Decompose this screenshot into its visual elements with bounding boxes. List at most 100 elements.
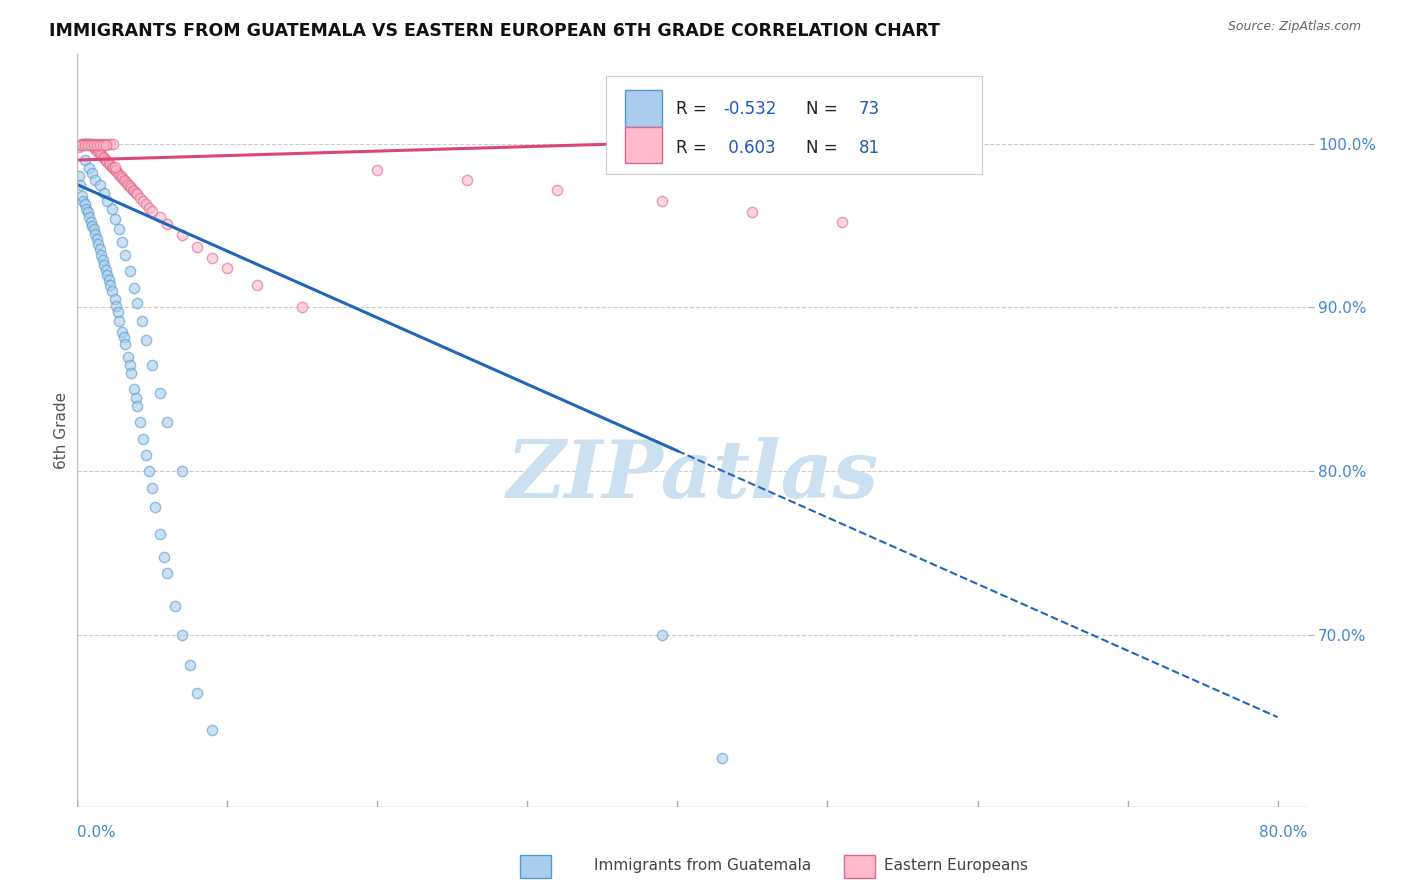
Point xyxy=(93,136,115,151)
Point xyxy=(76,136,98,151)
Point xyxy=(111,171,134,186)
Point xyxy=(96,154,118,169)
Point xyxy=(156,566,179,580)
Point xyxy=(153,549,176,564)
Point xyxy=(651,194,673,208)
Point xyxy=(132,194,155,208)
Point xyxy=(93,258,115,272)
FancyBboxPatch shape xyxy=(624,90,662,127)
Point xyxy=(104,162,127,177)
Text: -0.532: -0.532 xyxy=(723,100,776,118)
Point xyxy=(118,264,141,278)
Point xyxy=(135,448,157,462)
Text: Source: ZipAtlas.com: Source: ZipAtlas.com xyxy=(1227,20,1361,33)
Point xyxy=(80,136,103,151)
Point xyxy=(111,325,134,339)
Point xyxy=(84,136,107,151)
Point xyxy=(156,415,179,429)
Point xyxy=(118,358,141,372)
Point xyxy=(90,136,112,151)
Point xyxy=(156,217,179,231)
Point xyxy=(89,138,111,153)
Point xyxy=(101,202,124,217)
Point xyxy=(108,313,131,327)
Text: Eastern Europeans: Eastern Europeans xyxy=(884,858,1028,872)
Point xyxy=(132,432,155,446)
Point xyxy=(105,299,128,313)
Point xyxy=(105,164,128,178)
Point xyxy=(86,232,108,246)
Point xyxy=(114,174,136,188)
Point xyxy=(149,526,172,541)
Text: ZIPatlas: ZIPatlas xyxy=(506,437,879,515)
Point xyxy=(711,751,734,765)
Point xyxy=(366,162,388,177)
Text: R =: R = xyxy=(676,139,713,157)
Point xyxy=(108,168,131,182)
Point xyxy=(149,385,172,400)
Point xyxy=(75,136,97,151)
Point xyxy=(118,179,141,194)
Text: 81: 81 xyxy=(859,139,880,157)
Point xyxy=(96,194,118,208)
Point xyxy=(87,236,110,251)
Point xyxy=(89,178,111,192)
Point xyxy=(69,178,91,192)
Point xyxy=(75,136,97,151)
Point xyxy=(108,222,131,236)
Point xyxy=(125,186,148,200)
Point xyxy=(110,169,132,184)
Point xyxy=(84,142,107,156)
Point xyxy=(129,191,152,205)
Point xyxy=(72,136,94,151)
Point xyxy=(98,136,121,151)
Point xyxy=(94,138,117,153)
Point xyxy=(93,186,115,200)
Point xyxy=(91,252,114,267)
Point xyxy=(127,187,149,202)
Point xyxy=(97,156,120,170)
Point xyxy=(201,723,224,738)
Point xyxy=(107,166,129,180)
Point xyxy=(101,284,124,298)
Point xyxy=(141,481,163,495)
Point xyxy=(84,172,107,186)
Text: 73: 73 xyxy=(859,100,880,118)
Bar xyxy=(520,855,551,878)
Point xyxy=(141,358,163,372)
FancyBboxPatch shape xyxy=(606,76,981,174)
Text: 0.603: 0.603 xyxy=(723,139,776,157)
Point xyxy=(114,336,136,351)
Point xyxy=(741,205,763,219)
Text: 80.0%: 80.0% xyxy=(1260,825,1308,840)
Point xyxy=(131,313,153,327)
Point xyxy=(163,599,186,613)
Point xyxy=(129,415,152,429)
Point xyxy=(141,203,163,218)
Point xyxy=(117,178,139,192)
Point xyxy=(80,138,103,153)
Point xyxy=(120,181,142,195)
Point xyxy=(291,301,314,315)
Point xyxy=(83,222,105,236)
Point xyxy=(86,143,108,157)
Point xyxy=(456,172,478,186)
Point xyxy=(83,140,105,154)
Point xyxy=(79,136,101,151)
Point xyxy=(67,140,90,154)
FancyBboxPatch shape xyxy=(624,127,662,163)
Point xyxy=(104,293,127,307)
Point xyxy=(172,628,194,642)
Point xyxy=(138,464,160,478)
Point xyxy=(127,399,149,413)
Point xyxy=(117,350,139,364)
Point xyxy=(246,277,269,292)
Point xyxy=(91,150,114,164)
Point xyxy=(120,366,142,380)
Text: N =: N = xyxy=(806,100,842,118)
Point xyxy=(186,240,208,254)
Point xyxy=(96,136,118,151)
Point xyxy=(98,277,121,292)
Point xyxy=(124,184,146,198)
Point xyxy=(149,211,172,225)
